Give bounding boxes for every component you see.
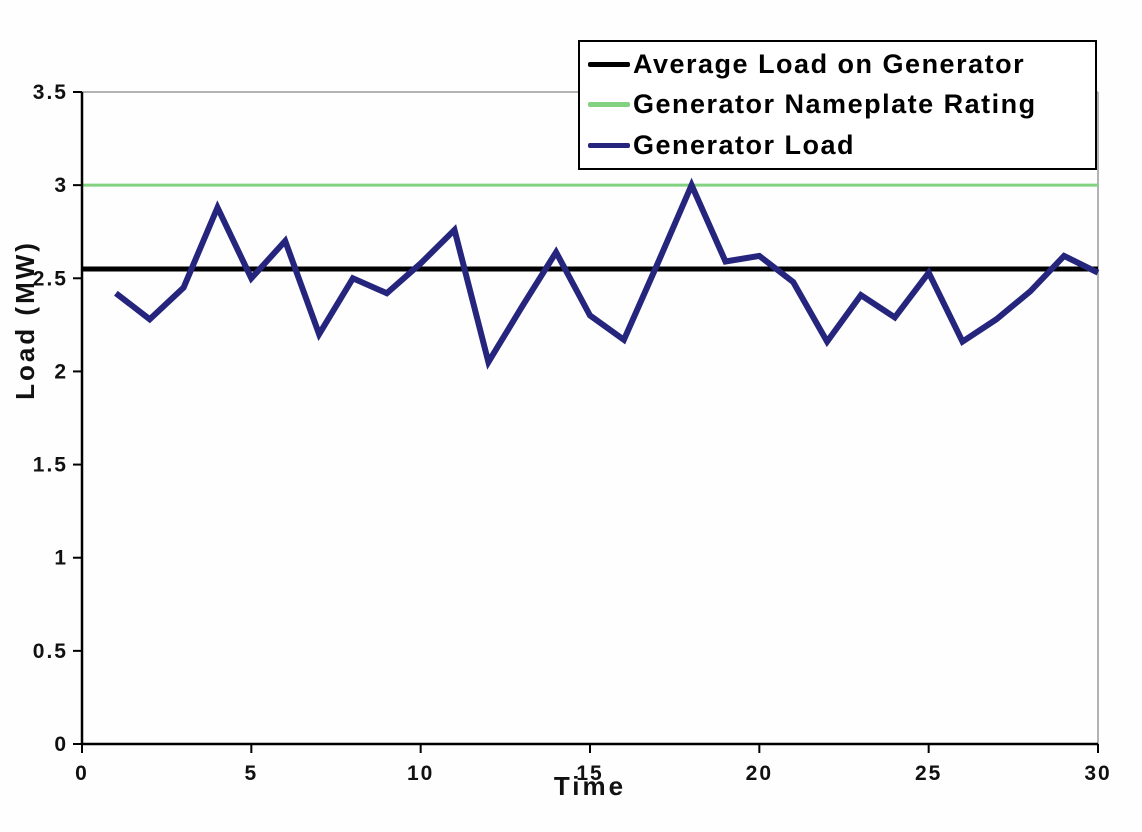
- y-tick-label: 2: [54, 360, 68, 383]
- y-tick-label: 0.5: [33, 640, 68, 663]
- y-tick-label: 1: [54, 547, 68, 570]
- axes: [80, 92, 1098, 746]
- legend-item: Average Load on Generator: [588, 49, 1091, 80]
- plot-border: [82, 91, 1099, 744]
- legend-label: Generator Nameplate Rating: [633, 89, 1037, 120]
- y-tick-label: 3: [54, 174, 68, 197]
- legend-item: Generator Load: [588, 130, 1091, 161]
- legend-label: Generator Load: [633, 130, 856, 161]
- x-tick-label: 0: [75, 762, 89, 785]
- legend-swatch-nameplate-line: [588, 102, 630, 108]
- y-tick-label: 1.5: [33, 454, 68, 477]
- y-tick-label: 0: [54, 733, 68, 756]
- x-tick-label: 20: [746, 762, 773, 785]
- legend-swatch-average-line: [588, 61, 630, 67]
- x-tick-label: 5: [244, 762, 258, 785]
- series-lines: [82, 177, 1100, 370]
- legend-label: Average Load on Generator: [633, 48, 1026, 79]
- x-axis-title: Time: [554, 771, 626, 801]
- legend-item: Generator Nameplate Rating: [588, 89, 1091, 120]
- legend-swatch-load-line: [588, 143, 630, 149]
- series-line-generator-load: [114, 177, 1100, 370]
- y-axis-title: Load (MW): [10, 240, 40, 400]
- tick-labels: 0 0.5 1 1.5 2 2.5 3 3.5 0 5 10 15 20 25 30: [33, 81, 1111, 785]
- tick-marks: [73, 91, 1099, 753]
- x-tick-label: 25: [915, 762, 942, 785]
- y-tick-label: 3.5: [33, 81, 68, 104]
- legend: Average Load on Generator Generator Name…: [578, 40, 1097, 170]
- x-tick-label: 15: [576, 762, 603, 785]
- x-tick-label: 10: [407, 762, 434, 785]
- x-tick-label: 30: [1084, 762, 1111, 785]
- y-tick-label: 2.5: [33, 267, 68, 290]
